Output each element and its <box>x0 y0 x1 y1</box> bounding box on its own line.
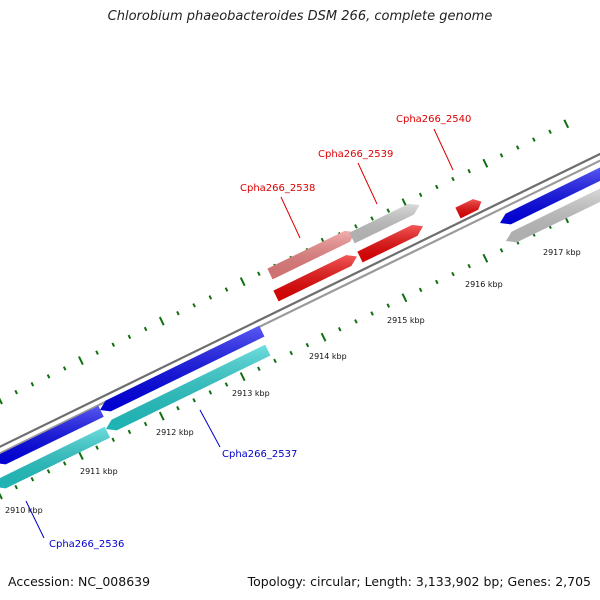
gene-label[interactable]: Cpha266_2536 <box>49 539 124 550</box>
scale-tick <box>62 461 67 466</box>
scale-tick <box>563 119 570 129</box>
scale-tick <box>386 303 391 308</box>
genome-summary-text: Topology: circular; Length: 3,133,902 bp… <box>247 574 591 589</box>
rna-arrow-cpha266-2537[interactable] <box>106 344 271 431</box>
scale-tick <box>482 253 489 263</box>
scale-tick <box>46 469 51 474</box>
scale-tick <box>257 271 261 276</box>
scale-tick <box>467 168 471 174</box>
scale-tick <box>337 327 342 332</box>
scale-tick <box>111 437 116 443</box>
scale-tick <box>14 484 18 490</box>
scale-tick-label: 2911 kbp <box>80 467 118 476</box>
gene-arrow-cpha266-2540[interactable] <box>455 199 482 219</box>
scale-tick <box>30 476 35 482</box>
scale-tick <box>192 398 196 403</box>
scale-tick <box>354 319 358 324</box>
scale-tick <box>208 390 213 395</box>
scale-tick <box>95 350 99 355</box>
scale-tick <box>95 445 99 450</box>
scale-tick-label: 2910 kbp <box>5 506 43 515</box>
scale-tick <box>0 397 3 405</box>
scale-tick <box>482 158 489 168</box>
scale-tick <box>78 356 84 366</box>
scale-tick <box>176 310 180 316</box>
scale-tick-label: 2914 kbp <box>309 352 347 361</box>
scale-tick <box>176 405 180 411</box>
gene-label[interactable]: Cpha266_2540 <box>396 114 471 125</box>
scale-tick <box>239 372 246 382</box>
scale-tick <box>467 263 471 269</box>
scale-tick-label: 2916 kbp <box>465 280 503 289</box>
scale-tick <box>418 192 423 198</box>
scale-tick <box>14 389 18 395</box>
scale-tick <box>451 176 455 182</box>
scale-tick-label: 2915 kbp <box>387 316 425 325</box>
scale-tick <box>354 224 358 229</box>
scale-tick <box>143 326 148 332</box>
scale-tick <box>127 334 132 340</box>
map-title: Chlorobium phaeobacteroides DSM 266, com… <box>107 9 493 24</box>
scale-tick <box>62 366 67 371</box>
gene-labels: Cpha266_2536 Cpha266_2537 Cpha266_2538 Cpha… <box>25 114 471 550</box>
scale-tick <box>224 382 229 387</box>
scale-tick-label: 2912 kbp <box>156 428 194 437</box>
scale-tick <box>158 411 165 421</box>
gene-features <box>0 167 600 489</box>
gene-label[interactable]: Cpha266_2537 <box>222 449 297 460</box>
scale-tick <box>320 332 327 342</box>
scale-tick <box>46 374 51 379</box>
scale-tick <box>305 342 310 348</box>
accession-text: Accession: NC_008639 <box>8 574 151 589</box>
scale-tick <box>127 429 132 435</box>
gene-leader-line <box>25 500 45 539</box>
scale-tick <box>257 366 261 371</box>
scale-tick <box>499 248 504 253</box>
scale-tick <box>499 153 504 158</box>
scale-tick-label: 2913 kbp <box>232 389 270 398</box>
scale-tick <box>289 350 293 356</box>
scale-tick <box>239 277 246 287</box>
scale-tick <box>435 184 439 190</box>
scale-tick <box>30 381 35 387</box>
scale-tick <box>208 295 213 300</box>
gene-label[interactable]: Cpha266_2539 <box>318 149 393 160</box>
scale-tick <box>0 492 3 500</box>
scale-tick <box>435 279 439 285</box>
scale-tick <box>451 271 455 277</box>
gene-leader-line <box>280 196 301 239</box>
scale-tick <box>386 208 391 213</box>
scale-tick <box>111 342 116 348</box>
scale-tick <box>548 129 552 134</box>
scale-tick <box>224 287 229 292</box>
scale-tick <box>78 451 84 461</box>
scale-tick <box>370 216 374 221</box>
scale-tick <box>192 303 196 308</box>
scale-tick <box>143 421 148 427</box>
scale-tick <box>418 287 423 293</box>
scale-tick <box>401 293 408 303</box>
scale-tick <box>532 137 536 142</box>
gene-leader-line <box>199 409 221 448</box>
gene-label[interactable]: Cpha266_2538 <box>240 183 315 194</box>
scale-tick <box>158 316 165 326</box>
scale-tick-label: 2917 kbp <box>543 248 581 257</box>
scale-tick <box>515 145 520 150</box>
scale-tick <box>273 358 277 364</box>
gene-leader-line <box>357 162 378 205</box>
scale-tick <box>370 311 374 316</box>
gene-leader-line <box>433 128 454 171</box>
